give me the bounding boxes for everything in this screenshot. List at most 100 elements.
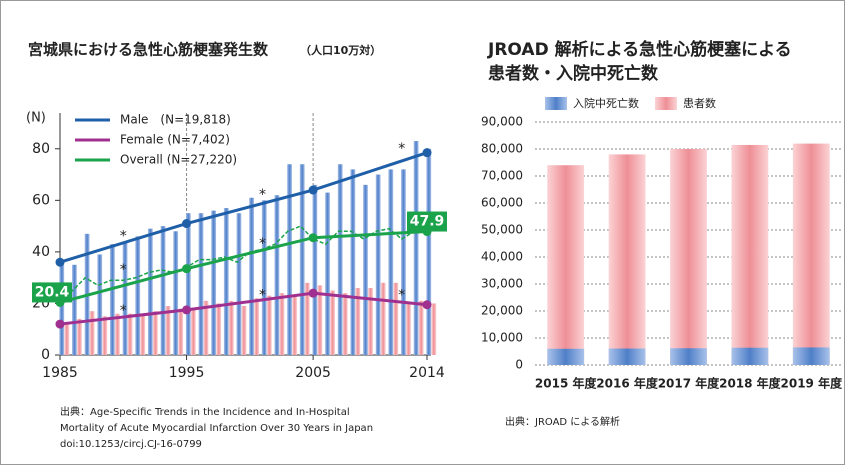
annual-bar	[223, 208, 229, 355]
annotation: *	[259, 288, 266, 304]
annotation: *	[120, 228, 127, 244]
annual-bar	[198, 213, 204, 355]
y-label: (N)	[26, 111, 46, 126]
annual-bar	[375, 174, 381, 355]
annotation: *	[120, 262, 127, 278]
left-title: 宮城県における急性心筋梗塞発生数	[28, 41, 269, 59]
annual-bar	[109, 244, 115, 355]
annual-bar	[426, 148, 432, 355]
y-tick-label: 20,000	[481, 304, 523, 318]
annual-bar	[330, 290, 335, 355]
annual-bar	[153, 311, 158, 355]
point	[55, 257, 65, 267]
annual-bar	[413, 141, 419, 355]
annotation: *	[398, 288, 405, 304]
y-tick-label: 50,000	[481, 223, 523, 237]
legend-swatch	[545, 97, 567, 110]
y-tick-label: 0	[41, 347, 50, 363]
annual-bar	[173, 231, 179, 355]
annual-bar	[266, 295, 272, 355]
annual-bar	[190, 308, 196, 355]
x-tick-label: 2017 年度	[658, 376, 721, 391]
annual-bar	[287, 164, 292, 355]
source: doi:10.1253/circj.CJ-16-0799	[60, 439, 202, 450]
annual-bar	[72, 264, 77, 355]
y-tick-label: 80	[32, 141, 50, 157]
annual-bar	[122, 241, 128, 355]
y-tick-label: 40,000	[481, 250, 523, 264]
annotation: *	[259, 187, 266, 203]
point	[182, 264, 192, 274]
annual-line	[59, 225, 427, 299]
legend-swatch	[655, 97, 677, 110]
annual-bar	[165, 306, 171, 355]
annual-bar	[350, 169, 356, 355]
x-tick-label: 2014	[409, 365, 445, 381]
annual-bar	[89, 311, 95, 355]
annual-bar	[115, 313, 120, 355]
point	[422, 148, 432, 158]
bar	[670, 149, 707, 365]
value-label-box	[407, 211, 447, 232]
annual-bar	[216, 303, 222, 355]
value-label-box	[32, 282, 72, 303]
annual-bar	[211, 210, 217, 355]
x-tick-label: 2015 年度	[535, 376, 598, 391]
y-tick-label: 80,000	[481, 142, 523, 156]
point	[308, 233, 318, 243]
x-tick-label: 2018 年度	[719, 376, 782, 391]
point	[182, 305, 192, 315]
y-tick-label: 10,000	[481, 331, 523, 345]
y-tick-label: 90,000	[481, 115, 523, 129]
trend-line	[59, 291, 428, 326]
annual-bar	[279, 293, 285, 355]
annual-bar	[401, 169, 406, 355]
annotation: *	[259, 236, 266, 252]
bar	[731, 347, 769, 365]
bar	[792, 143, 830, 365]
source: Mortality of Acute Myocardial Infarction…	[60, 423, 373, 434]
annual-bar	[431, 303, 437, 355]
annual-bar	[64, 324, 70, 355]
right-source: 出典：JROAD による解析	[505, 415, 620, 428]
y-tick-label: 60	[32, 192, 50, 208]
annual-bar	[274, 195, 280, 355]
y-tick-label: 70,000	[481, 169, 523, 183]
annual-bar	[77, 318, 82, 355]
annual-bar	[160, 226, 166, 355]
source: 出典：Age-Specific Trends in the Incidence …	[60, 405, 350, 418]
annual-bar	[185, 213, 191, 355]
x-tick-label: 2005	[295, 365, 331, 381]
annual-bar	[380, 282, 386, 355]
point	[422, 300, 432, 310]
x-tick-label: 2019 年度	[781, 376, 844, 391]
legend-label: Male (N=19,818)	[120, 113, 231, 127]
y-tick-label: 40	[32, 244, 50, 260]
x-tick-label: 1985	[42, 365, 78, 381]
annual-bar	[406, 303, 411, 355]
y-tick-label: 60,000	[481, 196, 523, 210]
annual-bar	[355, 287, 361, 355]
value-label: 47.9	[410, 214, 445, 230]
annual-bar	[317, 285, 323, 355]
annual-bar	[261, 200, 267, 355]
bar	[608, 154, 646, 365]
right-title: 患者数・入院中死亡数	[488, 63, 659, 84]
annual-bar	[249, 197, 255, 355]
annual-bar	[241, 306, 247, 355]
annotation: *	[398, 141, 405, 157]
annual-bar	[228, 300, 234, 355]
annual-bar	[304, 282, 310, 355]
bar	[792, 347, 830, 365]
point	[182, 219, 192, 229]
annual-bar	[236, 213, 242, 355]
legend-label: 患者数	[683, 97, 716, 110]
annual-bar	[254, 298, 260, 355]
point	[308, 185, 318, 195]
annual-bar	[299, 164, 305, 355]
x-tick-label: 2016 年度	[596, 376, 659, 391]
legend-label: Overall (N=27,220)	[120, 153, 237, 167]
trend-line	[59, 151, 428, 264]
x-tick-label: 1995	[169, 365, 205, 381]
